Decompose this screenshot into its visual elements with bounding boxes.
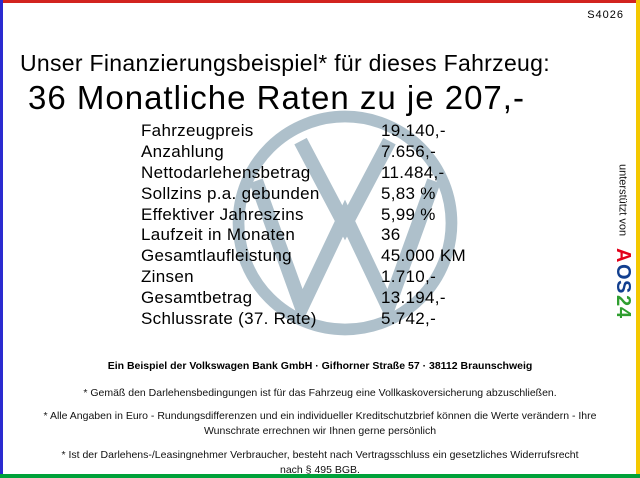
table-row: Sollzins p.a. gebunden 5,83 % xyxy=(141,183,466,204)
frame-right-yellow xyxy=(636,0,640,478)
supported-by-text: unterstützt von xyxy=(616,164,629,237)
finance-label: Zinsen xyxy=(141,266,194,286)
table-row: Effektiver Jahreszins 5,99 % xyxy=(141,204,466,225)
finance-label: Fahrzeugpreis xyxy=(141,121,254,141)
finance-label: Effektiver Jahreszins xyxy=(141,204,304,224)
table-row: Gesamtlaufleistung 45.000 KM xyxy=(141,246,466,267)
vw-logo-watermark xyxy=(228,106,462,340)
finance-value: 45.000 KM xyxy=(381,246,466,266)
table-row: Nettodarlehensbetrag 11.484,- xyxy=(141,163,466,184)
headline: Unser Finanzierungsbeispiel* für dieses … xyxy=(20,50,550,76)
bank-disclaimer: Ein Beispiel der Volkswagen Bank GmbH · … xyxy=(107,360,533,372)
right-credit-strip: unterstützt von A O S 2 4 xyxy=(611,164,634,319)
aos24-letter: A xyxy=(612,248,634,264)
table-row: Schlussrate (37. Rate) 5.742,- xyxy=(141,308,466,329)
finance-label: Laufzeit in Monaten xyxy=(141,225,296,245)
finance-table: Fahrzeugpreis 19.140,- Anzahlung 7.656,-… xyxy=(141,121,466,329)
aos24-logo: A O S 2 4 xyxy=(611,248,634,319)
table-row: Gesamtbetrag 13.194,- xyxy=(141,287,466,308)
table-row: Laufzeit in Monaten 36 xyxy=(141,225,466,246)
finance-value: 5,99 % xyxy=(381,204,436,224)
finance-label: Gesamtlaufleistung xyxy=(141,246,292,266)
footnote: * Ist der Darlehens-/Leasingnehmer Verbr… xyxy=(61,448,579,476)
finance-value: 5,83 % xyxy=(381,183,436,203)
finance-value: 11.484,- xyxy=(381,162,445,182)
frame-bottom-green xyxy=(0,474,640,478)
finance-value: 7.656,- xyxy=(381,142,437,162)
aos24-letter: 4 xyxy=(612,306,634,319)
finance-value: 13.194,- xyxy=(381,287,446,307)
finance-label: Nettodarlehensbetrag xyxy=(141,162,311,182)
aos24-letter: 2 xyxy=(612,294,634,307)
finance-value: 5.742,- xyxy=(381,308,437,328)
finance-value: 1.710,- xyxy=(381,266,437,286)
subheadline: 36 Monatliche Raten zu je 207,- xyxy=(28,79,525,116)
finance-value: 19.140,- xyxy=(381,121,446,141)
table-row: Anzahlung 7.656,- xyxy=(141,142,466,163)
footnotes: * Gemäß den Darlehensbedingungen ist für… xyxy=(0,386,640,478)
aos24-letter: S xyxy=(612,280,634,295)
footnote: * Alle Angaben in Euro - Rundungsdiffere… xyxy=(43,410,597,438)
table-row: Zinsen 1.710,- xyxy=(141,267,466,288)
finance-label: Sollzins p.a. gebunden xyxy=(141,183,320,203)
frame-left-blue xyxy=(0,0,3,478)
finance-label: Anzahlung xyxy=(141,142,225,162)
frame-top-red xyxy=(0,0,640,3)
table-row: Fahrzeugpreis 19.140,- xyxy=(141,121,466,142)
finance-label: Gesamtbetrag xyxy=(141,287,253,307)
footnote: * Gemäß den Darlehensbedingungen ist für… xyxy=(83,387,557,399)
slide-code: S4026 xyxy=(587,9,624,21)
aos24-letter: O xyxy=(612,263,634,281)
finance-value: 36 xyxy=(381,225,401,245)
finance-label: Schlussrate (37. Rate) xyxy=(141,308,317,328)
